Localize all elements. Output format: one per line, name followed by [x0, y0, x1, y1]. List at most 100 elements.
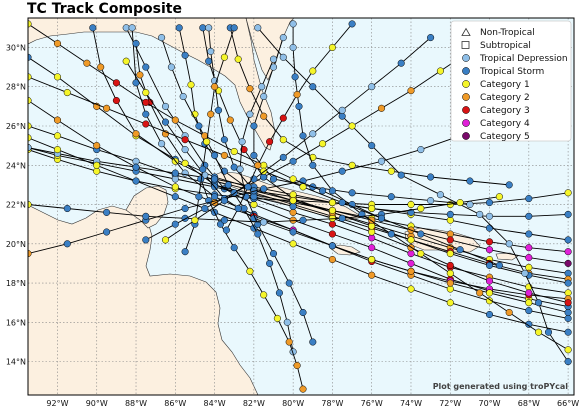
- track-point: [368, 142, 376, 150]
- track-point: [485, 224, 494, 232]
- track-point: [246, 85, 254, 93]
- track-point: [446, 236, 454, 244]
- map-frame: [27, 17, 575, 396]
- track-point: [142, 120, 150, 128]
- track-point: [289, 191, 297, 199]
- track-point: [161, 118, 170, 126]
- track-point: [564, 314, 572, 322]
- track-point: [485, 297, 494, 305]
- track-point: [348, 20, 356, 28]
- track-point: [427, 173, 435, 181]
- longitude-tick-label: 74°W: [400, 399, 422, 408]
- track-point: [289, 208, 297, 216]
- legend-label: Tropical Storm: [479, 67, 544, 77]
- longitude-tick-label: 72°W: [439, 399, 461, 408]
- track-point: [505, 308, 513, 317]
- track-point: [203, 138, 211, 146]
- track-point: [289, 197, 297, 205]
- track-point: [289, 228, 297, 236]
- track-point: [309, 161, 317, 169]
- track-point: [535, 328, 543, 336]
- track-point: [250, 193, 258, 201]
- track-point: [564, 210, 572, 218]
- track-point: [279, 153, 287, 161]
- track-point: [328, 187, 336, 195]
- track-point: [525, 320, 533, 328]
- track-point: [521, 269, 529, 277]
- track-point: [279, 34, 287, 42]
- track-point: [201, 204, 209, 213]
- track-point: [319, 140, 327, 148]
- triangle-icon: [461, 27, 471, 36]
- track-point: [309, 83, 317, 91]
- latitude-tick-label: 30°N: [6, 43, 26, 52]
- track-point: [446, 230, 454, 238]
- track-point: [466, 177, 474, 185]
- track-point: [446, 210, 454, 218]
- track-point: [207, 47, 215, 55]
- track-point: [495, 261, 503, 269]
- track-point: [205, 24, 213, 32]
- track-point: [368, 222, 376, 230]
- storm-track: [28, 73, 503, 269]
- longitude-tick-label: 78°W: [321, 399, 343, 408]
- track-point: [368, 83, 376, 91]
- track-point: [289, 202, 297, 211]
- track-point: [187, 81, 195, 89]
- track-point: [407, 267, 415, 275]
- track-point: [564, 328, 572, 336]
- latitude-tick-label: 16°N: [6, 318, 26, 327]
- track-point: [289, 348, 297, 356]
- track-point: [260, 92, 268, 101]
- track-point: [338, 199, 346, 207]
- latitude-tick-label: 20°N: [6, 240, 26, 249]
- track-point: [525, 299, 533, 307]
- track-point: [103, 228, 111, 236]
- circle-icon: [462, 93, 470, 101]
- track-point: [328, 230, 336, 238]
- track-point: [368, 271, 376, 279]
- track-point: [167, 63, 175, 71]
- track-point: [319, 187, 327, 195]
- track-point: [132, 157, 140, 165]
- longitude-tick-label: 90°W: [86, 399, 108, 408]
- track-point: [525, 230, 533, 238]
- track-point: [93, 167, 101, 175]
- map-title: TC Track Composite: [27, 1, 182, 17]
- track-point: [299, 183, 307, 191]
- legend-label: Category 5: [480, 132, 530, 142]
- track-point: [446, 285, 454, 293]
- track-point: [93, 142, 101, 150]
- track-point: [485, 238, 494, 246]
- track-line: [165, 37, 431, 241]
- latitude-tick-label: 24°N: [6, 161, 26, 170]
- track-point: [250, 122, 258, 130]
- track-point: [446, 299, 454, 307]
- track-point: [195, 193, 203, 201]
- track-point: [485, 277, 494, 285]
- circle-icon: [462, 119, 470, 127]
- track-point: [181, 51, 189, 59]
- track-point: [89, 24, 97, 32]
- track-point: [142, 63, 150, 71]
- track-point: [564, 289, 572, 297]
- storm-track: [142, 28, 503, 244]
- land-mexico-central-america: [28, 204, 259, 395]
- track-point: [158, 34, 166, 42]
- circle-icon: [462, 132, 470, 140]
- track-point: [275, 289, 283, 297]
- track-point: [230, 147, 238, 156]
- latitude-tick-label: 28°N: [6, 83, 26, 92]
- storm-track: [236, 55, 317, 346]
- track-point: [191, 216, 199, 224]
- track-point: [485, 246, 494, 254]
- track-point: [295, 102, 303, 110]
- track-point: [53, 146, 62, 154]
- track-point: [142, 98, 150, 106]
- track-point: [63, 204, 71, 213]
- track-point: [485, 261, 494, 269]
- track-point: [299, 308, 307, 317]
- track-point: [181, 159, 189, 167]
- track-point: [525, 307, 533, 315]
- track-point: [309, 130, 317, 138]
